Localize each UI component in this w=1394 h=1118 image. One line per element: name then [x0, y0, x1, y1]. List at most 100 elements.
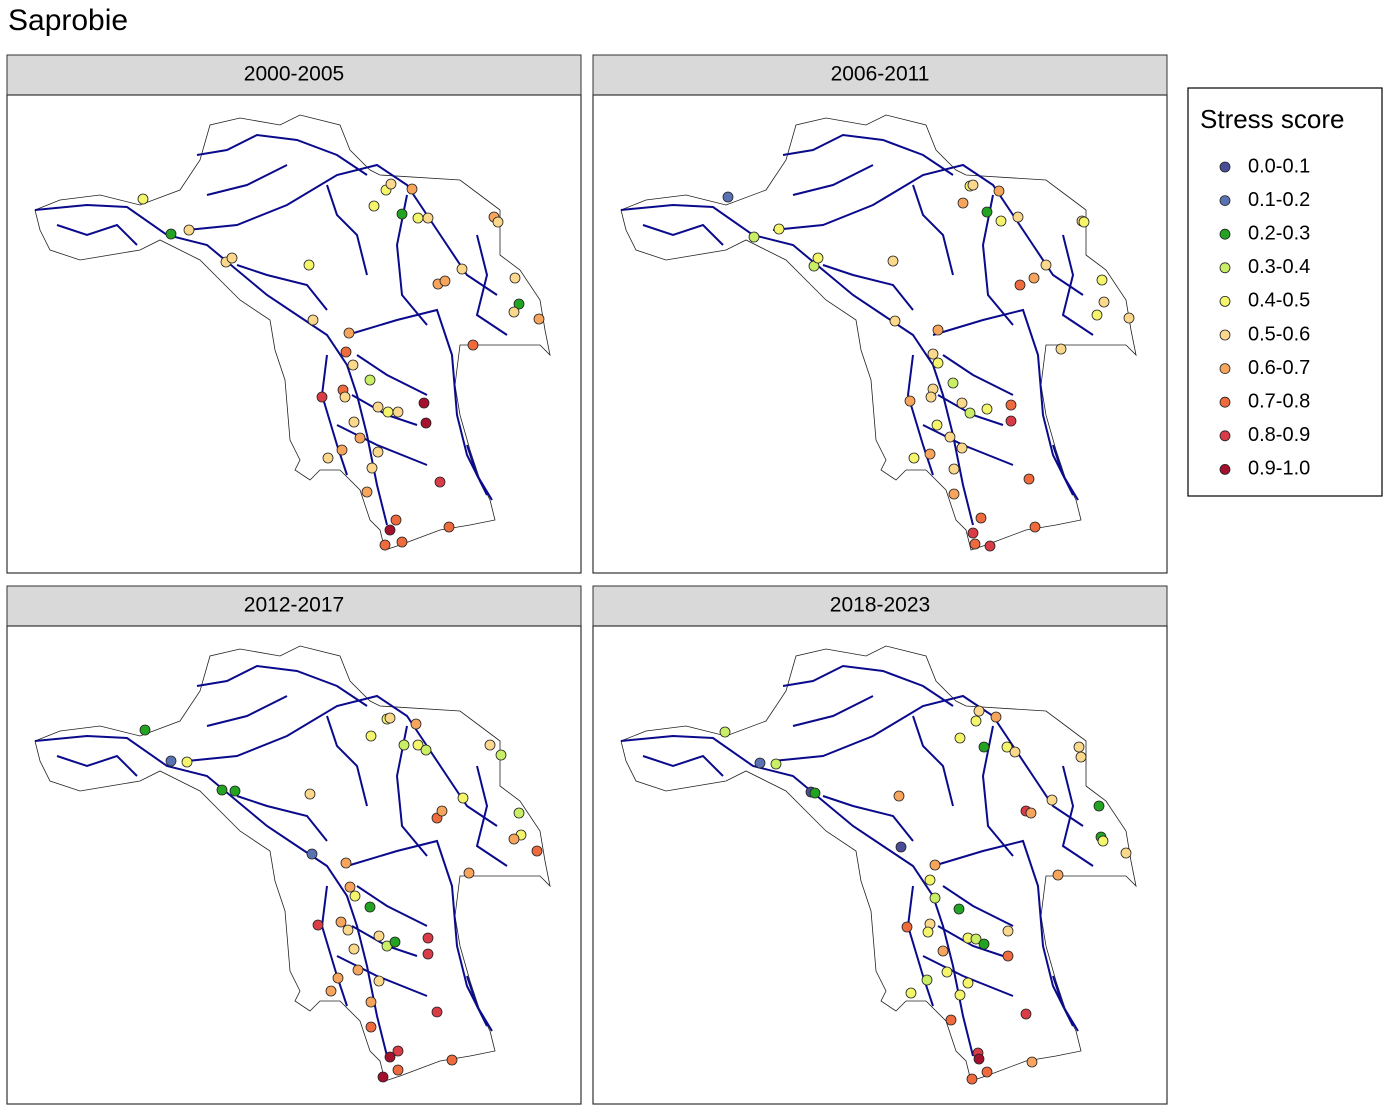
- legend-label: 0.9-1.0: [1248, 458, 1310, 480]
- station: [384, 712, 396, 724]
- station: [889, 315, 901, 327]
- station: [384, 524, 396, 536]
- station: [893, 790, 905, 802]
- river: [906, 885, 934, 1007]
- station: [396, 536, 408, 548]
- river: [772, 163, 1084, 296]
- panel-title: 2012-2017: [244, 594, 344, 617]
- river: [937, 925, 1004, 957]
- station: [165, 228, 177, 240]
- station: [306, 848, 318, 860]
- region-outline: [34, 645, 551, 1082]
- legend-label: 0.0-0.1: [1248, 155, 1310, 177]
- station: [495, 749, 507, 761]
- station: [1046, 794, 1058, 806]
- station: [925, 391, 937, 403]
- station: [1123, 312, 1135, 324]
- station: [993, 185, 1005, 197]
- station: [352, 964, 364, 976]
- legend-swatch: [1219, 161, 1231, 173]
- station: [443, 521, 455, 533]
- station: [446, 1054, 458, 1066]
- station: [422, 948, 434, 960]
- station: [431, 1006, 443, 1018]
- station: [967, 179, 979, 191]
- station: [944, 431, 956, 443]
- station: [373, 930, 385, 942]
- panel-frame: [6, 625, 582, 1105]
- region-outline: [620, 114, 1137, 551]
- station: [463, 867, 475, 879]
- station: [139, 724, 151, 736]
- station: [343, 327, 355, 339]
- river: [326, 184, 368, 276]
- river: [792, 164, 874, 196]
- river: [34, 734, 388, 1057]
- river: [395, 194, 428, 326]
- station: [377, 1071, 389, 1083]
- river: [475, 765, 508, 867]
- station: [406, 183, 418, 195]
- station: [970, 715, 982, 727]
- station: [1091, 309, 1103, 321]
- station: [492, 216, 504, 228]
- station: [967, 527, 979, 539]
- river: [56, 754, 138, 777]
- station: [467, 339, 479, 351]
- station: [895, 841, 907, 853]
- river: [320, 354, 348, 476]
- station: [1055, 343, 1067, 355]
- station: [748, 231, 760, 243]
- station: [1001, 741, 1013, 753]
- station: [307, 314, 319, 326]
- station: [1002, 950, 1014, 962]
- station: [372, 446, 384, 458]
- station: [366, 462, 378, 474]
- map: [620, 114, 1137, 552]
- river: [326, 715, 368, 807]
- station: [1075, 751, 1087, 763]
- station: [420, 417, 432, 429]
- station: [1005, 399, 1017, 411]
- legend-swatch: [1219, 463, 1231, 475]
- station: [1002, 925, 1014, 937]
- legend-swatch: [1219, 295, 1231, 307]
- station: [931, 419, 943, 431]
- station: [216, 784, 228, 796]
- station: [361, 486, 373, 498]
- station: [812, 252, 824, 264]
- map: [620, 645, 1137, 1085]
- river: [475, 234, 508, 336]
- river: [186, 163, 498, 296]
- station: [181, 756, 193, 768]
- station: [954, 732, 966, 744]
- station: [981, 206, 993, 218]
- station: [372, 401, 384, 413]
- station: [385, 178, 397, 190]
- river: [912, 715, 954, 807]
- station: [948, 488, 960, 500]
- station: [316, 391, 328, 403]
- station: [905, 987, 917, 999]
- station: [304, 788, 316, 800]
- station: [719, 726, 731, 738]
- station: [484, 739, 496, 751]
- river: [942, 885, 1014, 927]
- river: [1061, 765, 1094, 867]
- station: [1073, 741, 1085, 753]
- station: [954, 989, 966, 1001]
- legend-label: 0.8-0.9: [1248, 424, 1310, 446]
- station: [1012, 211, 1024, 223]
- station: [901, 921, 913, 933]
- station: [1026, 1056, 1038, 1068]
- river: [822, 264, 914, 311]
- station: [1120, 847, 1132, 859]
- station: [924, 874, 936, 886]
- river: [196, 664, 368, 707]
- legend-label: 0.5-0.6: [1248, 323, 1310, 345]
- station: [513, 298, 525, 310]
- station: [981, 1066, 993, 1078]
- station: [382, 406, 394, 418]
- station: [226, 252, 238, 264]
- station: [1028, 272, 1040, 284]
